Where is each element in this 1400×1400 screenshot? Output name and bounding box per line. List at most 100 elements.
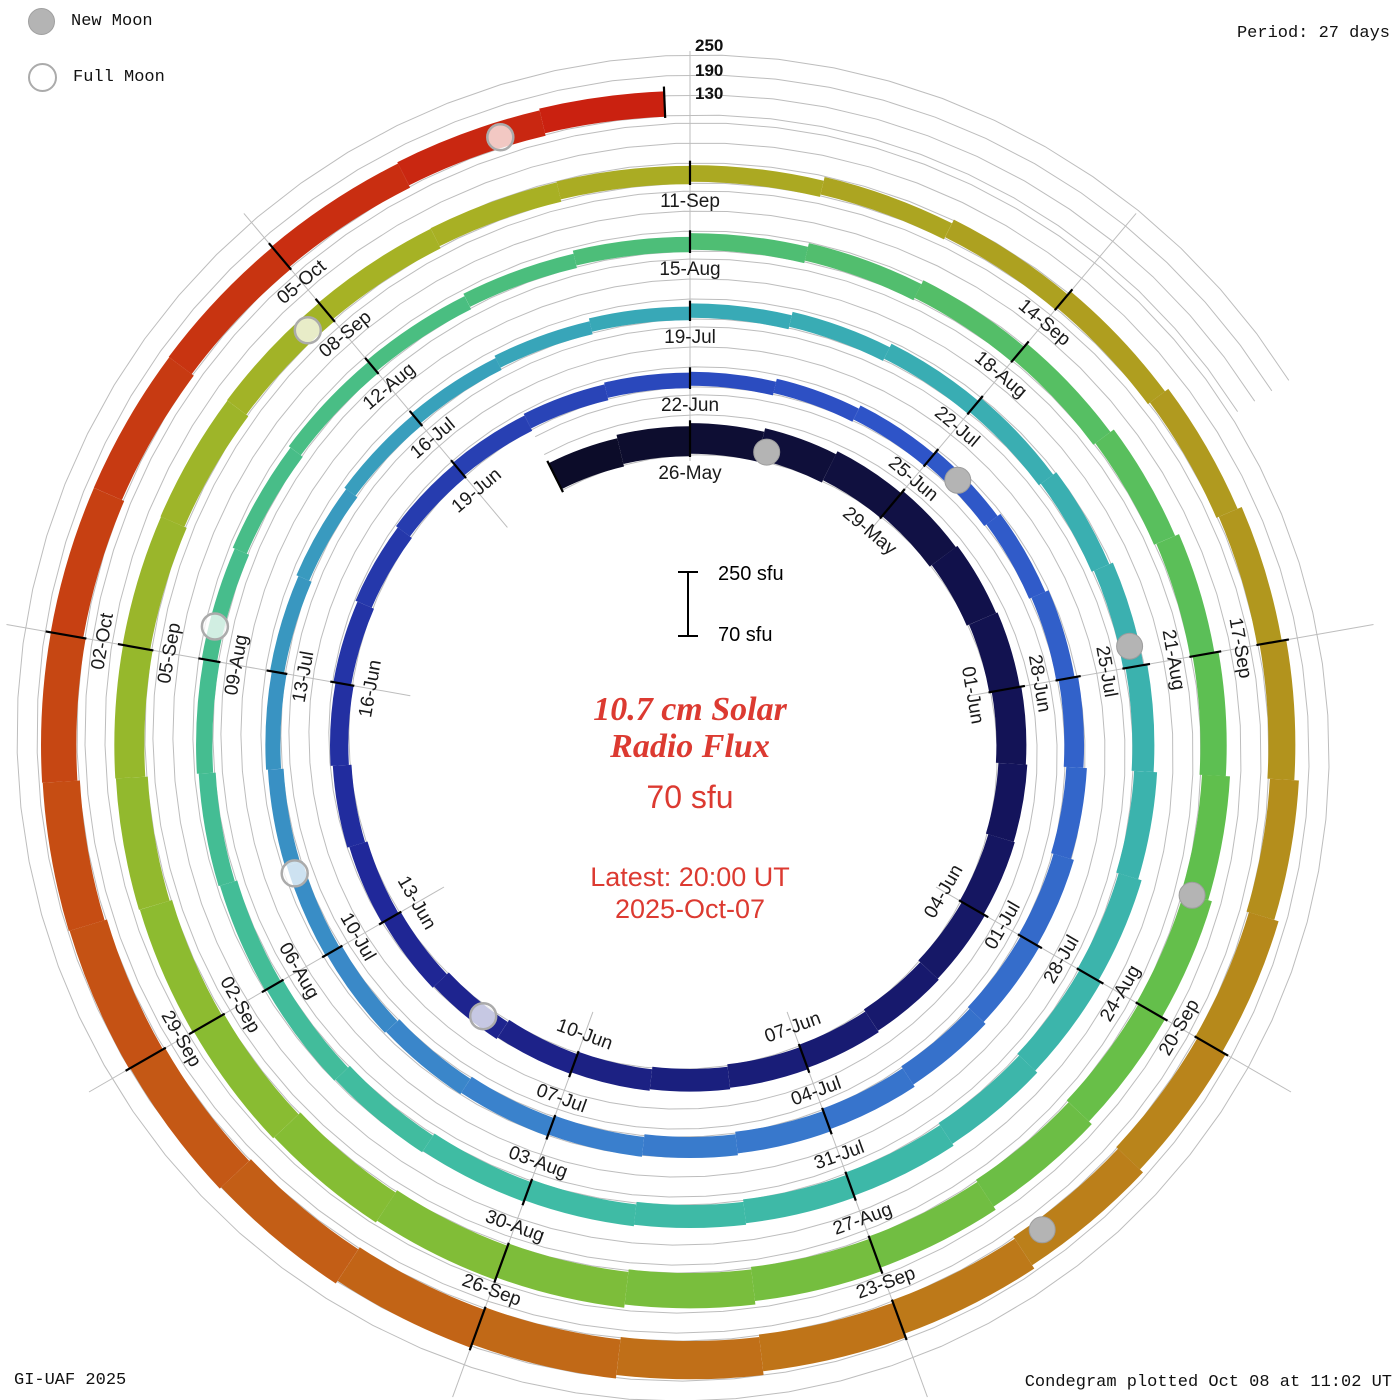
bin-ticks [45, 86, 1290, 1351]
bin-tick [844, 1171, 857, 1201]
bin-tick [330, 680, 355, 687]
flux-bar [642, 1134, 738, 1158]
date-label: 26-May [658, 463, 722, 484]
date-label: 17-Sep [1224, 616, 1255, 680]
flux-bar [115, 776, 170, 910]
flux-bar [690, 165, 824, 197]
flux-bar [220, 880, 281, 991]
flux-bar [196, 659, 220, 774]
flux-bar [1077, 873, 1142, 981]
flux-bar [1218, 507, 1282, 645]
scale-bar-cap-top [678, 571, 698, 573]
flux-bar [130, 1048, 250, 1189]
flux-bar [588, 306, 690, 332]
bin-tick [468, 1306, 487, 1351]
date-label: 09-Aug [221, 633, 252, 697]
flux-bar [845, 1125, 954, 1196]
bin-tick [1135, 1001, 1169, 1022]
bin-tick [188, 1012, 226, 1036]
flux-bar [122, 516, 187, 650]
flux-bar [335, 1065, 434, 1153]
flux-bar [1259, 639, 1296, 781]
flux-bar [271, 163, 411, 268]
flux-bar [735, 1111, 831, 1154]
flux-bar [496, 1243, 629, 1308]
bin-tick [268, 242, 293, 271]
flux-bar [863, 962, 939, 1031]
full-moon-marker [200, 612, 230, 641]
flux-bar [931, 545, 997, 626]
date-label: 19-Jul [664, 327, 716, 348]
flux-bar [411, 358, 502, 424]
grid-spoke [969, 624, 1374, 697]
bin-tick [117, 643, 154, 652]
flux-bar [967, 936, 1040, 1022]
flux-bar [355, 527, 412, 608]
flux-bar [969, 398, 1054, 486]
flux-bar [914, 280, 1025, 362]
flux-bar [1125, 664, 1155, 772]
flux-bar [93, 357, 194, 500]
bin-tick [1256, 638, 1290, 647]
date-label: 02-Oct [87, 611, 118, 672]
moon-markers [200, 122, 1206, 1244]
grid-spoke [872, 213, 1137, 528]
flux-bar [882, 491, 956, 567]
flux-bar [985, 763, 1028, 842]
full-moon-marker [280, 859, 309, 888]
flux-bar [633, 1201, 747, 1228]
flux-bar [397, 110, 546, 186]
bin-tick [545, 1114, 557, 1140]
flux-bar [969, 612, 1020, 693]
bin-tick [125, 1046, 167, 1072]
grid-spiral-190 [36, 74, 1310, 1382]
flux-bar [168, 247, 291, 375]
flux-bar [649, 1066, 731, 1092]
flux-bar [41, 632, 86, 783]
flux-bar [539, 91, 666, 134]
plotted-label: Condegram plotted Oct 08 at 11:02 UT [1024, 1373, 1392, 1392]
flux-bar [690, 233, 809, 264]
flux-bar [453, 415, 533, 476]
flux-bar [1058, 676, 1085, 768]
bin-tick [662, 86, 667, 118]
flux-bar [422, 1133, 531, 1202]
flux-bar [548, 1115, 645, 1157]
flux-bar [822, 1068, 915, 1130]
bin-tick [408, 410, 424, 427]
flux-bar [938, 1055, 1038, 1144]
date-label: 01-Jun [957, 665, 988, 726]
flux-bar [337, 1247, 485, 1348]
flux-bar [548, 438, 624, 490]
flux-bar [330, 682, 354, 766]
flux-bar [690, 303, 792, 330]
new-moon-icon [28, 8, 55, 35]
flux-bar [570, 1051, 653, 1091]
flux-bar [114, 645, 153, 779]
legend-new-moon: New Moon [28, 8, 165, 35]
bin-tick [521, 1178, 534, 1206]
flux-bar [616, 1337, 764, 1380]
flux-bar [1056, 291, 1165, 405]
flux-bar [1181, 774, 1230, 901]
flux-bar [497, 1019, 578, 1074]
flux-bar [139, 900, 222, 1033]
flux-bar [69, 919, 163, 1069]
flux-bar [265, 671, 287, 770]
flux-bar [332, 764, 366, 848]
full-moon-marker [468, 1001, 498, 1031]
flux-bar [1066, 1004, 1166, 1122]
flux-bar [42, 780, 105, 931]
flux-bar [1031, 590, 1075, 681]
new-moon-label: New Moon [71, 12, 153, 31]
flux-bar [193, 1014, 299, 1139]
bin-tick [378, 910, 402, 926]
flux-bar [789, 311, 890, 361]
bin-tick [45, 630, 87, 640]
flux-bar [266, 980, 349, 1081]
flux-bar [853, 405, 935, 466]
bin-tick [198, 657, 221, 664]
bin-tick [1017, 933, 1043, 950]
flux-bar [524, 1179, 637, 1227]
